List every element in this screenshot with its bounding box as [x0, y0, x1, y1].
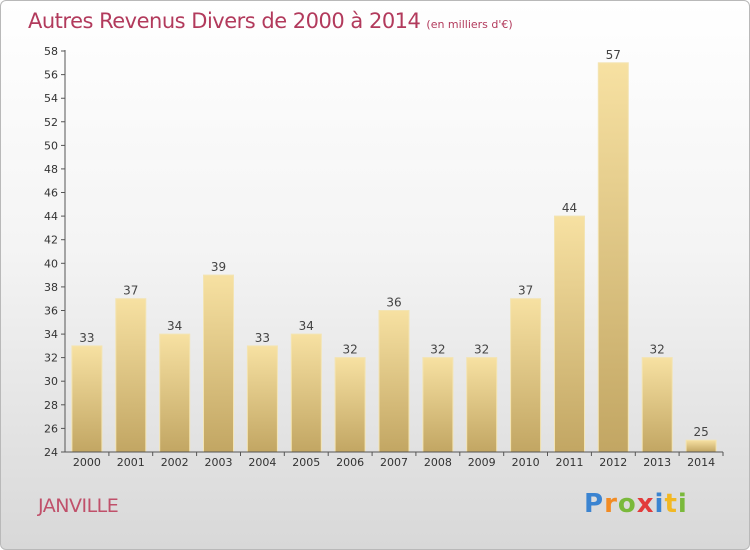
x-tick-label-2012: 2012: [599, 456, 627, 469]
data-label-2008: 32: [430, 343, 445, 357]
y-tick-label-46: 46: [44, 187, 58, 200]
bar-2008: [422, 357, 454, 453]
x-tick-label-2014: 2014: [687, 456, 715, 469]
y-tick-label-44: 44: [44, 210, 58, 223]
bar-2004: [246, 345, 278, 453]
bar-2000: [71, 345, 103, 453]
x-tick-label-2007: 2007: [380, 456, 408, 469]
y-tick-label-58: 58: [44, 45, 58, 58]
bar-2010: [510, 298, 542, 453]
y-tick-label-26: 26: [44, 422, 58, 435]
y-tick-label-42: 42: [44, 234, 58, 247]
bar-2011: [554, 215, 585, 453]
proxiti-logo[interactable]: Proxiti: [584, 489, 688, 519]
y-tick-label-54: 54: [44, 92, 58, 105]
data-label-2002: 34: [167, 319, 182, 333]
data-label-2004: 33: [255, 331, 270, 345]
x-tick-label-2001: 2001: [117, 456, 145, 469]
bar-2002: [159, 333, 191, 453]
bar-2014: [685, 439, 717, 453]
x-tick-label-2013: 2013: [643, 456, 671, 469]
x-tick-label-2002: 2002: [161, 456, 189, 469]
bar-2013: [641, 357, 673, 453]
data-label-2001: 37: [123, 284, 138, 298]
data-label-2000: 33: [79, 331, 94, 345]
chart-subtitle: (en milliers d'€): [426, 18, 513, 31]
bar-2009: [466, 357, 498, 453]
y-tick-label-52: 52: [44, 116, 58, 129]
data-label-2007: 36: [386, 296, 401, 310]
bar-2005: [290, 333, 322, 453]
y-tick-label-34: 34: [44, 328, 58, 341]
bar-2007: [378, 310, 410, 453]
data-label-2009: 32: [474, 343, 489, 357]
x-tick-label-2005: 2005: [292, 456, 320, 469]
chart-title: Autres Revenus Divers de 2000 à 2014 (en …: [28, 9, 513, 33]
x-tick-label-2010: 2010: [512, 456, 540, 469]
data-label-2011: 44: [562, 201, 577, 215]
x-tick-label-2011: 2011: [556, 456, 584, 469]
data-label-2005: 34: [299, 319, 314, 333]
y-tick-label-32: 32: [44, 352, 58, 365]
y-tick-label-30: 30: [44, 375, 58, 388]
y-tick-label-56: 56: [44, 69, 58, 82]
x-tick-label-2008: 2008: [424, 456, 452, 469]
bar-2012: [597, 62, 629, 453]
data-label-2013: 32: [650, 343, 665, 357]
y-tick-label-28: 28: [44, 399, 58, 412]
data-label-2006: 32: [342, 343, 357, 357]
bar-2001: [115, 298, 147, 453]
data-label-2010: 37: [518, 284, 533, 298]
x-tick-label-2006: 2006: [336, 456, 364, 469]
y-tick-label-48: 48: [44, 163, 58, 176]
x-tick-label-2000: 2000: [73, 456, 101, 469]
bar-2003: [203, 274, 234, 453]
y-tick-label-36: 36: [44, 305, 58, 318]
data-label-2014: 25: [693, 425, 708, 439]
y-tick-label-38: 38: [44, 281, 58, 294]
bar-2006: [334, 357, 366, 453]
town-name: JANVILLE: [38, 495, 119, 517]
y-tick-label-40: 40: [44, 257, 58, 270]
data-label-2003: 39: [211, 260, 226, 274]
y-tick-label-24: 24: [44, 446, 58, 459]
data-label-2012: 57: [606, 48, 621, 62]
x-tick-label-2009: 2009: [468, 456, 496, 469]
chart-title-text: Autres Revenus Divers de 2000 à 2014: [28, 9, 421, 33]
x-tick-label-2003: 2003: [205, 456, 233, 469]
y-tick-label-50: 50: [44, 139, 58, 152]
x-tick-label-2004: 2004: [248, 456, 276, 469]
